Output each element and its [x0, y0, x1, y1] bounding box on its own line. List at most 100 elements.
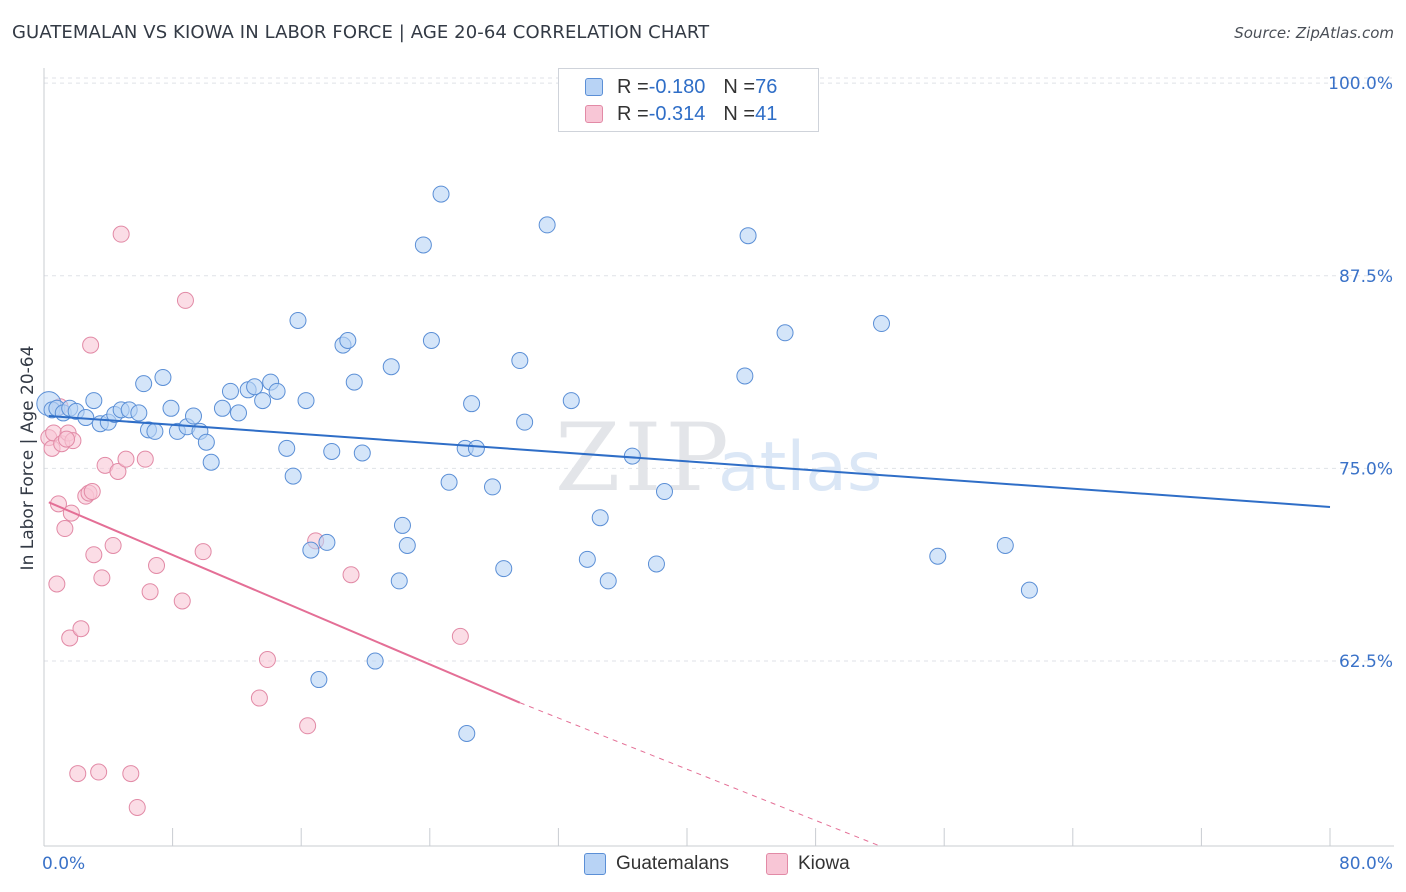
- kiowa-point: [112, 225, 130, 243]
- guatemalan-point: [323, 442, 341, 460]
- guatemalan-point: [578, 550, 596, 568]
- kiowa-point: [62, 504, 80, 522]
- guatemalan-point: [599, 572, 617, 590]
- legend-row-guatemalans: R = -0.180 N = 76: [585, 74, 777, 100]
- guatemalan-point: [538, 216, 556, 234]
- kiowa-point: [82, 336, 100, 354]
- axes: [43, 68, 1394, 847]
- y-axis-label: In Labor Force | Age 20-64: [18, 345, 38, 571]
- guatemalan-point: [85, 392, 103, 410]
- guatemalan-point: [213, 399, 231, 417]
- kiowa-point: [136, 450, 154, 468]
- kiowa-point: [299, 717, 317, 735]
- legend: R = -0.180 N = 76 R = -0.314 N = 41: [558, 68, 819, 132]
- guatemalan-point: [202, 453, 220, 471]
- guatemalan-point: [463, 395, 481, 413]
- kiowa-point: [48, 575, 66, 593]
- guatemalan-point: [366, 652, 384, 670]
- guatemalan-point: [736, 367, 754, 385]
- bottom-legend-guatemalans: Guatemalans: [584, 852, 729, 876]
- guatemalan-point: [162, 399, 180, 417]
- guatemalan-point: [246, 378, 264, 396]
- pink-swatch: [585, 105, 603, 123]
- guatemalan-point: [382, 358, 400, 376]
- guatemalan-point: [398, 536, 416, 554]
- n-value: 41: [755, 102, 778, 125]
- kiowa-point: [122, 765, 140, 783]
- guatemalan-trend-line: [48, 415, 1331, 508]
- source-label: Source: ZipAtlas.com: [1234, 24, 1394, 42]
- kiowa-point: [83, 483, 101, 501]
- guatemalan-point: [393, 516, 411, 534]
- guatemalan-point: [776, 324, 794, 342]
- guatemalan-point: [647, 555, 665, 573]
- kiowa-point: [148, 557, 166, 575]
- kiowa-point: [93, 569, 111, 587]
- y-tick-label: 75.0%: [1339, 459, 1393, 479]
- r-value: -0.314: [648, 102, 706, 125]
- guatemalan-point: [655, 483, 673, 501]
- guatemalan-point: [739, 227, 757, 245]
- guatemalan-point: [345, 373, 363, 391]
- kiowa-point: [117, 450, 135, 468]
- x-tick-label: 0.0%: [42, 854, 85, 874]
- kiowa-point: [104, 536, 122, 554]
- guatemalan-point: [929, 547, 947, 565]
- n-value: 76: [755, 75, 778, 98]
- guatemalan-point: [873, 315, 891, 333]
- kiowa-trend-extension: [519, 702, 881, 847]
- blue-swatch: [585, 78, 603, 96]
- kiowa-point: [90, 763, 108, 781]
- r-label: R =: [617, 102, 649, 125]
- guatemalan-point: [516, 413, 534, 431]
- guatemalan-point: [458, 724, 476, 742]
- guatemalan-point: [591, 509, 609, 527]
- guatemalan-point: [184, 407, 202, 425]
- r-label: R =: [617, 75, 649, 98]
- guatemalan-point: [390, 572, 408, 590]
- guatemalan-point: [467, 439, 485, 457]
- kiowa-point: [85, 546, 103, 564]
- tick-labels: 100.0% 87.5% 75.0% 62.5% 0.0% 80.0%: [42, 74, 1393, 874]
- guatemalan-point: [353, 444, 371, 462]
- kiowa-point: [128, 798, 146, 816]
- kiowa-point: [141, 583, 159, 601]
- guatemalan-point: [495, 560, 513, 578]
- guatemalan-point: [318, 533, 336, 551]
- trend-lines: [48, 415, 1331, 847]
- guatemalan-point: [310, 671, 328, 689]
- pink-swatch: [766, 853, 788, 875]
- guatemalan-point: [483, 478, 501, 496]
- kiowa-point: [451, 627, 469, 645]
- legend-row-kiowa: R = -0.314 N = 41: [585, 101, 777, 127]
- kiowa-point: [58, 430, 76, 448]
- guatemalan-point: [284, 467, 302, 485]
- guatemalan-point: [432, 185, 450, 203]
- n-label: N =: [723, 102, 756, 125]
- guatemalan-point: [230, 404, 248, 422]
- guatemalan-points: [36, 185, 1038, 742]
- legend-label: Guatemalans: [616, 853, 730, 874]
- watermark-atlas: atlas: [718, 428, 882, 507]
- n-label: N =: [723, 75, 756, 98]
- guatemalan-point: [1020, 581, 1038, 599]
- r-value: -0.180: [648, 75, 706, 98]
- y-tick-label: 100.0%: [1328, 74, 1393, 94]
- guatemalan-point: [440, 473, 458, 491]
- guatemalan-point: [278, 439, 296, 457]
- kiowa-point: [69, 765, 87, 783]
- guatemalan-point: [422, 331, 440, 349]
- chart-title: GUATEMALAN VS KIOWA IN LABOR FORCE | AGE…: [12, 22, 710, 43]
- blue-swatch: [584, 853, 606, 875]
- kiowa-trend-line: [48, 501, 521, 704]
- guatemalan-point: [254, 392, 272, 410]
- kiowa-point: [61, 629, 79, 647]
- y-tick-label: 62.5%: [1339, 652, 1393, 672]
- kiowa-point: [109, 462, 127, 480]
- guatemalan-point: [135, 375, 153, 393]
- guatemalan-point: [130, 404, 148, 422]
- guatemalan-point: [289, 311, 307, 329]
- guatemalan-point: [562, 392, 580, 410]
- guatemalan-point: [511, 352, 529, 370]
